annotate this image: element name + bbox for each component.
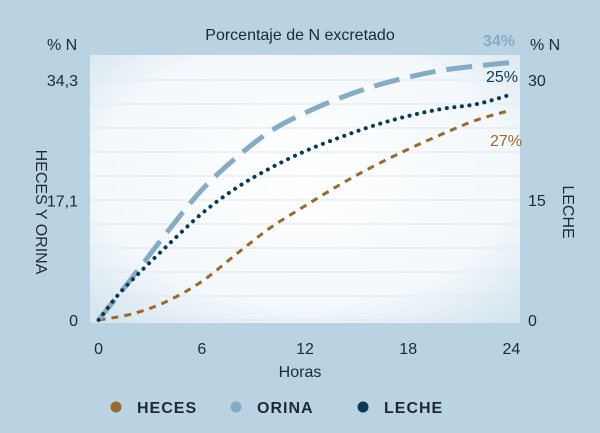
series-line-heces bbox=[98, 108, 512, 322]
legend-marker bbox=[357, 401, 369, 413]
x-axis-label: Horas bbox=[279, 364, 322, 381]
legend-marker bbox=[230, 401, 242, 413]
left-axis-unit: % N bbox=[47, 37, 77, 54]
series-layer bbox=[96, 60, 514, 322]
legend-item-heces: HECES bbox=[110, 400, 197, 417]
plot-area bbox=[90, 55, 520, 323]
right-axis-ticks: 0 15 30 bbox=[528, 73, 546, 330]
left-tick-label: 17,1 bbox=[47, 193, 78, 210]
left-tick-label: 34,3 bbox=[47, 73, 78, 90]
x-tick-label: 0 bbox=[94, 341, 103, 358]
end-label-leche: 25% bbox=[486, 69, 518, 86]
x-tick-label: 12 bbox=[296, 341, 314, 358]
series-end-labels: 27% 34% 25% bbox=[483, 33, 522, 150]
left-axis-ticks: 0 17,1 34,3 bbox=[47, 73, 78, 330]
right-axis-label: LECHE bbox=[559, 185, 576, 238]
right-tick-label: 15 bbox=[528, 193, 546, 210]
legend-label: HECES bbox=[137, 400, 197, 417]
series-line-orina bbox=[96, 60, 512, 322]
legend-item-leche: LECHE bbox=[357, 400, 443, 417]
legend-marker bbox=[110, 401, 122, 413]
left-tick-label: 0 bbox=[69, 313, 78, 330]
legend: HECES ORINA LECHE bbox=[110, 400, 443, 417]
x-tick-label: 6 bbox=[197, 341, 206, 358]
legend-item-orina: ORINA bbox=[230, 400, 314, 417]
end-label-heces: 27% bbox=[490, 133, 522, 150]
series-line-leche bbox=[96, 92, 514, 322]
right-tick-label: 30 bbox=[528, 73, 546, 90]
x-axis-ticks: 0 6 12 18 24 bbox=[94, 341, 520, 358]
right-tick-label: 0 bbox=[528, 313, 537, 330]
right-axis-unit: % N bbox=[530, 37, 560, 54]
legend-label: ORINA bbox=[257, 400, 314, 417]
left-axis-label: HECES Y ORINA bbox=[32, 150, 49, 275]
chart-title: Porcentaje de N excretado bbox=[205, 27, 395, 44]
x-tick-label: 24 bbox=[503, 341, 521, 358]
grid bbox=[90, 79, 520, 321]
legend-label: LECHE bbox=[384, 400, 443, 417]
end-label-orina: 34% bbox=[483, 33, 515, 50]
x-tick-label: 18 bbox=[399, 341, 417, 358]
